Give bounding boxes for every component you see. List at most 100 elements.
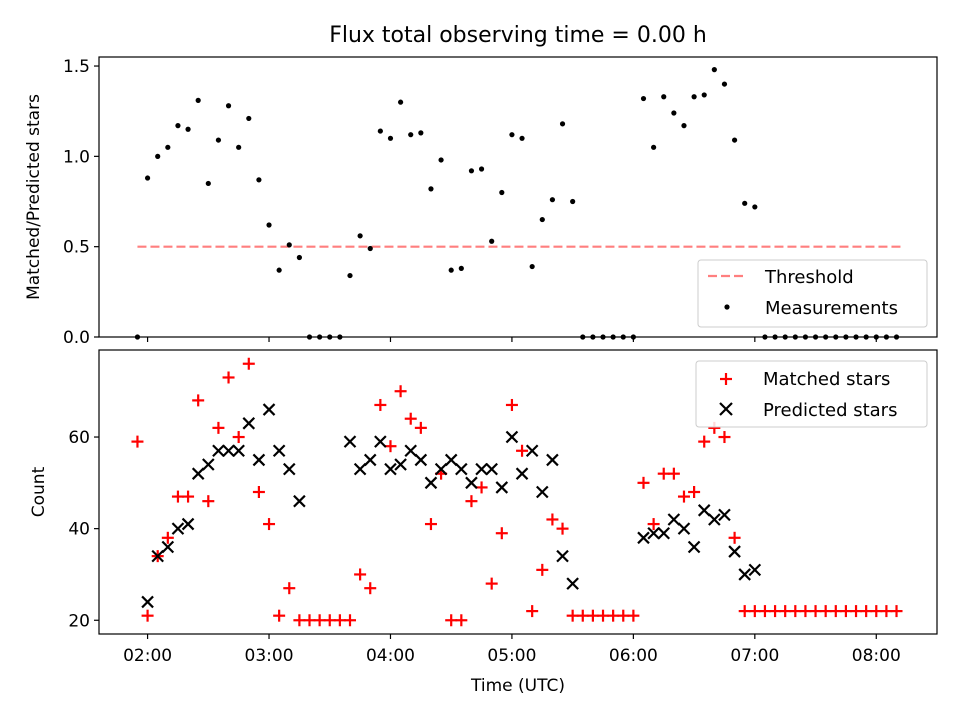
measurement-point xyxy=(236,144,242,150)
predicted-star-marker xyxy=(404,444,417,458)
x-tick-label: 05:00 xyxy=(487,646,536,666)
measurement-point xyxy=(458,265,464,271)
matched-star-marker xyxy=(161,531,174,544)
measurement-point xyxy=(549,197,556,203)
matched-star-marker xyxy=(485,577,498,590)
measurement-point xyxy=(762,334,768,340)
matched-star-marker xyxy=(556,522,569,535)
measurement-point xyxy=(367,245,373,252)
matched-star-marker xyxy=(657,467,670,480)
matched-star-marker xyxy=(799,605,812,618)
measurement-point xyxy=(225,103,232,109)
matched-star-marker xyxy=(779,605,792,618)
measurement-point xyxy=(499,189,505,196)
matched-star-marker xyxy=(505,398,518,411)
matched-star-marker xyxy=(536,563,549,576)
matched-star-marker xyxy=(677,490,690,503)
bottom-x-ticks: 02:00 03:00 04:00 05:00 06:00 07:00 08:00 xyxy=(123,634,901,666)
predicted-star-marker xyxy=(455,462,468,476)
predicted-star-marker xyxy=(394,458,407,471)
measurement-point xyxy=(519,135,525,141)
measurement-point xyxy=(661,94,667,100)
matched-star-marker xyxy=(131,435,144,448)
matched-star-marker xyxy=(171,490,184,503)
predicted-star-marker xyxy=(141,595,154,609)
bottom-y-ticks: 20 40 60 xyxy=(68,428,99,631)
measurement-point xyxy=(266,222,272,228)
predicted-star-marker xyxy=(414,453,428,467)
matched-star-marker xyxy=(313,614,326,627)
measurement-point xyxy=(681,123,687,129)
legend-threshold-label: Threshold xyxy=(764,267,854,288)
measurement-point xyxy=(468,168,475,174)
measurement-point xyxy=(397,99,404,105)
measurement-point xyxy=(701,92,707,98)
matched-star-marker xyxy=(222,371,235,384)
measurement-point xyxy=(883,334,889,340)
measurement-point xyxy=(600,334,606,340)
predicted-star-marker xyxy=(697,504,711,517)
measurement-point xyxy=(711,67,717,73)
measurement-point xyxy=(195,97,201,103)
matched-star-marker xyxy=(333,614,346,627)
measurement-point xyxy=(317,334,323,340)
predicted-star-marker xyxy=(657,526,671,540)
predicted-star-marker xyxy=(556,549,569,563)
matched-star-marker xyxy=(343,614,356,627)
top-panel: 0.0 0.5 1.0 1.5 Matched/Predicted stars Thr… xyxy=(24,56,938,348)
matched-star-marker xyxy=(273,609,286,622)
matched-star-marker xyxy=(212,421,225,434)
matched-star-marker xyxy=(789,605,802,618)
legend-measurements-label: Measurements xyxy=(765,298,898,319)
bottom-y-tick-label: 60 xyxy=(68,428,90,448)
predicted-star-marker xyxy=(718,508,731,522)
matched-star-marker xyxy=(182,490,195,503)
measurement-point xyxy=(671,110,677,116)
measurement-point xyxy=(742,200,748,206)
predicted-star-marker xyxy=(667,513,681,526)
matched-star-marker xyxy=(566,609,579,622)
chart-title: Flux total observing time = 0.00 h xyxy=(329,23,707,48)
measurement-point xyxy=(863,334,869,340)
predicted-star-marker xyxy=(738,568,751,581)
x-axis-label: Time (UTC) xyxy=(470,676,565,696)
measurement-point xyxy=(691,94,697,100)
measurement-point xyxy=(802,334,809,340)
predicted-star-marker xyxy=(161,540,175,554)
measurement-point xyxy=(610,334,616,340)
matched-star-marker xyxy=(688,486,701,498)
predicted-star-marker xyxy=(171,522,185,535)
measurement-point xyxy=(144,175,151,181)
matched-star-marker xyxy=(455,614,468,627)
measurement-point xyxy=(246,115,252,122)
matched-star-marker xyxy=(576,609,589,622)
bottom-y-tick-label: 40 xyxy=(68,520,90,540)
measurement-point xyxy=(772,334,778,340)
predicted-star-marker xyxy=(252,453,266,467)
measurement-point xyxy=(620,334,626,340)
predicted-star-marker xyxy=(485,462,498,476)
matched-star-marker xyxy=(809,605,822,618)
matched-star-marker xyxy=(819,605,832,618)
predicted-star-marker xyxy=(181,517,195,531)
matched-star-marker xyxy=(850,605,863,618)
matched-star-marker xyxy=(283,582,296,595)
measurement-point xyxy=(337,334,343,340)
matched-star-marker xyxy=(202,495,215,508)
top-y-axis-label: Matched/Predicted stars xyxy=(24,94,44,300)
matched-star-marker xyxy=(617,609,630,622)
matched-star-marker xyxy=(495,527,508,540)
top-y-tick-label: 0.5 xyxy=(63,238,90,258)
measurement-point xyxy=(286,242,292,248)
bottom-legend: Matched stars Predicted stars xyxy=(695,360,928,428)
measurement-point xyxy=(580,334,586,340)
measurement-point xyxy=(387,135,394,141)
matched-star-marker xyxy=(293,614,306,627)
predicted-star-marker xyxy=(424,476,438,490)
matched-star-marker xyxy=(141,609,154,622)
measurement-point xyxy=(438,157,444,163)
measurement-point xyxy=(175,123,181,129)
legend-measurements-swatch xyxy=(724,304,730,310)
predicted-star-marker xyxy=(637,531,650,545)
